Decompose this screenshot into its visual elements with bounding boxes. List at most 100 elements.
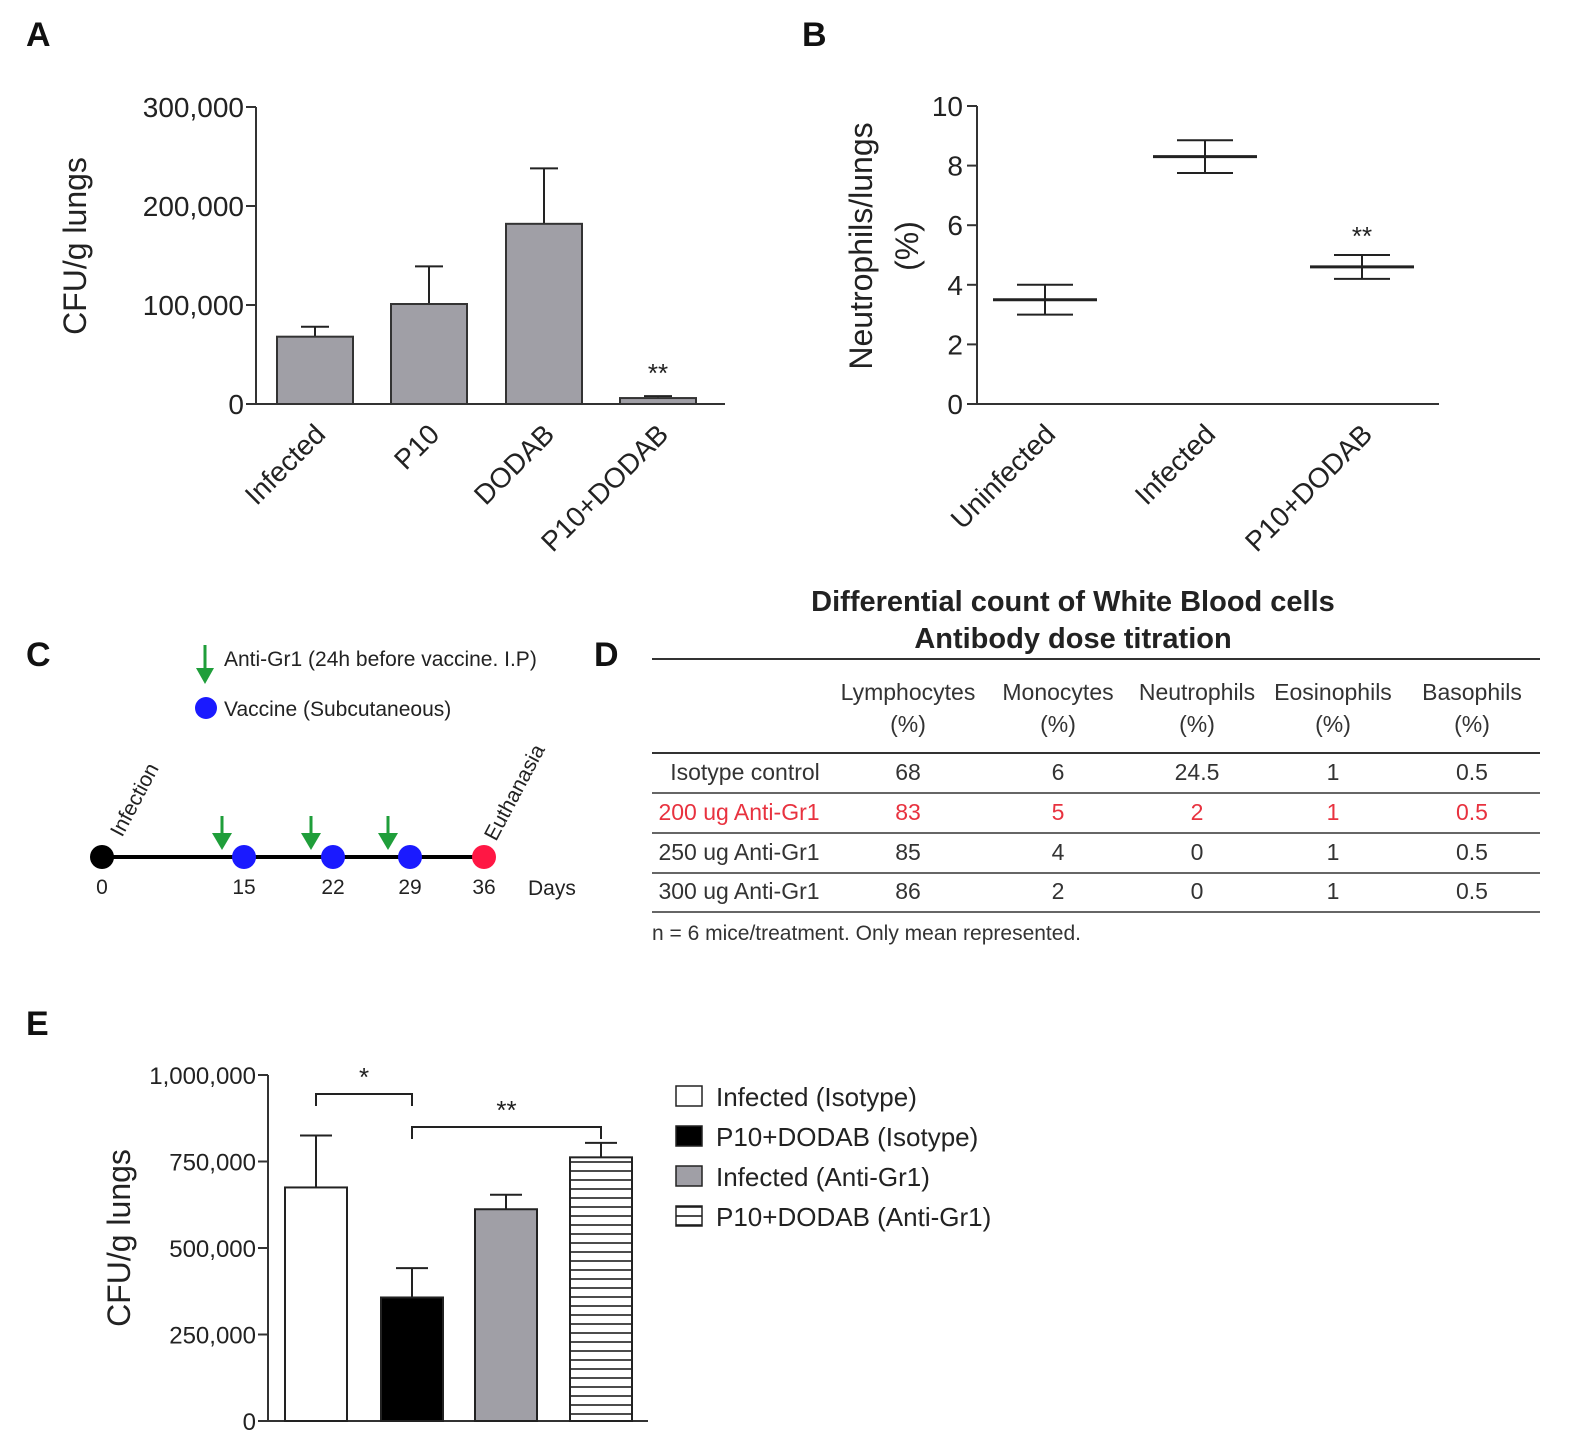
panel-label-d: D (594, 636, 619, 674)
column-header-unit: (%) (1179, 711, 1215, 737)
table-cell: 0 (1191, 839, 1204, 865)
y-tick-label: 0 (947, 389, 963, 420)
legend-swatch (675, 1205, 703, 1227)
y-tick-label: 200,000 (143, 191, 244, 222)
y-tick-label: 250,000 (169, 1323, 256, 1350)
days-label: Days (528, 877, 576, 900)
vaccine-dot-icon (321, 845, 345, 869)
table-cell: 6 (1052, 759, 1065, 785)
column-header-unit: (%) (1315, 711, 1351, 737)
day-label: 29 (398, 876, 421, 899)
green-arrow-icon (378, 833, 398, 850)
y-tick-label: 2 (947, 329, 963, 360)
column-header-unit: (%) (890, 711, 926, 737)
table-cell: 68 (895, 759, 921, 785)
legend-swatch (675, 1125, 703, 1147)
green-arrow-icon (196, 668, 214, 684)
day-label: 36 (472, 876, 495, 899)
table-cell: 4 (1052, 839, 1065, 865)
table-cell: 5 (1052, 799, 1065, 825)
y-tick-label: 750,000 (169, 1150, 256, 1177)
euthanasia-dot-icon (472, 845, 496, 869)
category-label: Infected (239, 418, 331, 510)
panel-label-b: B (802, 16, 827, 54)
legend-anti-gr1: Anti-Gr1 (24h before vaccine. I.P) (196, 645, 537, 684)
row-label: 250 ug Anti-Gr1 (658, 839, 819, 865)
row-label: 300 ug Anti-Gr1 (658, 878, 819, 904)
column-header: Eosinophils (1274, 679, 1392, 705)
chart-b: 0 2 4 6 8 10 Neutrophils/lungs (%) Uninfected Inf… (843, 91, 1439, 557)
table-cell: 2 (1191, 799, 1204, 825)
row-label: 200 ug Anti-Gr1 (658, 799, 819, 825)
green-arrow-icon (212, 833, 232, 850)
table-cell: 1 (1327, 759, 1340, 785)
significance-marker: * (359, 1062, 369, 1092)
wbc-table: Differential count of White Blood cells … (652, 586, 1540, 945)
y-tick-label: 1,000,000 (149, 1063, 256, 1090)
day-label: 15 (232, 876, 255, 899)
significance-marker: ** (1352, 221, 1372, 251)
category-label: DODAB (468, 418, 560, 510)
day-label: 0 (96, 876, 108, 899)
table-cell: 86 (895, 878, 921, 904)
infection-label: Infection (106, 759, 164, 840)
y-tick-label: 10 (932, 91, 963, 122)
panel-label-c: C (26, 636, 51, 674)
legend-anti-gr1-label: Anti-Gr1 (24h before vaccine. I.P) (224, 648, 537, 671)
bar (619, 397, 697, 405)
table-cell: 0.5 (1456, 839, 1488, 865)
category-label: P10+DODAB (1239, 418, 1378, 557)
panel-label-a: A (26, 16, 51, 54)
row-label: Isotype control (670, 759, 820, 785)
chart-a: 0 100,000 200,000 300,000 CFU/g lungs Infecte… (57, 92, 725, 557)
legend-vaccine-label: Vaccine (Subcutaneous) (224, 698, 451, 721)
bar (380, 1296, 444, 1423)
bar (569, 1156, 633, 1423)
category-label: P10 (388, 418, 445, 475)
table-cell: 0 (1191, 878, 1204, 904)
y-tick-label: 300,000 (143, 92, 244, 123)
table-cell: 85 (895, 839, 921, 865)
y-axis-label: CFU/g lungs (101, 1149, 137, 1327)
table-title-line1: Differential count of White Blood cells (811, 586, 1335, 618)
table-footnote: n = 6 mice/treatment. Only mean represen… (652, 922, 1081, 945)
table-cell: 1 (1327, 799, 1340, 825)
infection-dot-icon (90, 845, 114, 869)
y-tick-label: 0 (243, 1409, 256, 1436)
y-tick-label: 0 (228, 389, 244, 420)
table-cell: 1 (1327, 878, 1340, 904)
chart-e: 0 250,000 500,000 750,000 1,000,000 CFU/g lun… (101, 1062, 991, 1436)
table-cell: 2 (1052, 878, 1065, 904)
y-axis-label-line: (%) (889, 221, 925, 271)
category-label: Infected (1129, 418, 1221, 510)
significance-bracket (315, 1093, 413, 1106)
column-header: Neutrophils (1139, 679, 1255, 705)
y-tick-label: 500,000 (169, 1236, 256, 1263)
column-header: Monocytes (1002, 679, 1113, 705)
significance-bracket (411, 1126, 602, 1139)
y-tick-label: 100,000 (143, 290, 244, 321)
table-cell: 0.5 (1456, 799, 1488, 825)
legend-label: Infected (Isotype) (716, 1082, 917, 1112)
legend-label: Infected (Anti-Gr1) (716, 1162, 930, 1192)
y-axis-label: CFU/g lungs (57, 157, 93, 335)
column-header-unit: (%) (1454, 711, 1490, 737)
column-header: Lymphocytes (841, 679, 976, 705)
bar (276, 335, 354, 405)
bar (390, 303, 468, 406)
table-title-line2: Antibody dose titration (914, 623, 1231, 655)
vaccine-dot-icon (195, 697, 217, 719)
y-tick-label: 4 (947, 270, 963, 301)
significance-marker: ** (648, 358, 668, 388)
panel-label-e: E (26, 1005, 49, 1043)
column-header-unit: (%) (1040, 711, 1076, 737)
category-label: Uninfected (945, 418, 1062, 535)
y-tick-label: 8 (947, 151, 963, 182)
table-cell: 1 (1327, 839, 1340, 865)
timeline-panel: Anti-Gr1 (24h before vaccine. I.P) Vacci… (90, 645, 576, 900)
y-axis-label: Neutrophils/lungs (%) (843, 122, 925, 369)
y-axis-label-line: Neutrophils/lungs (843, 122, 879, 369)
green-arrow-icon (301, 833, 321, 850)
table-cell: 24.5 (1175, 759, 1220, 785)
